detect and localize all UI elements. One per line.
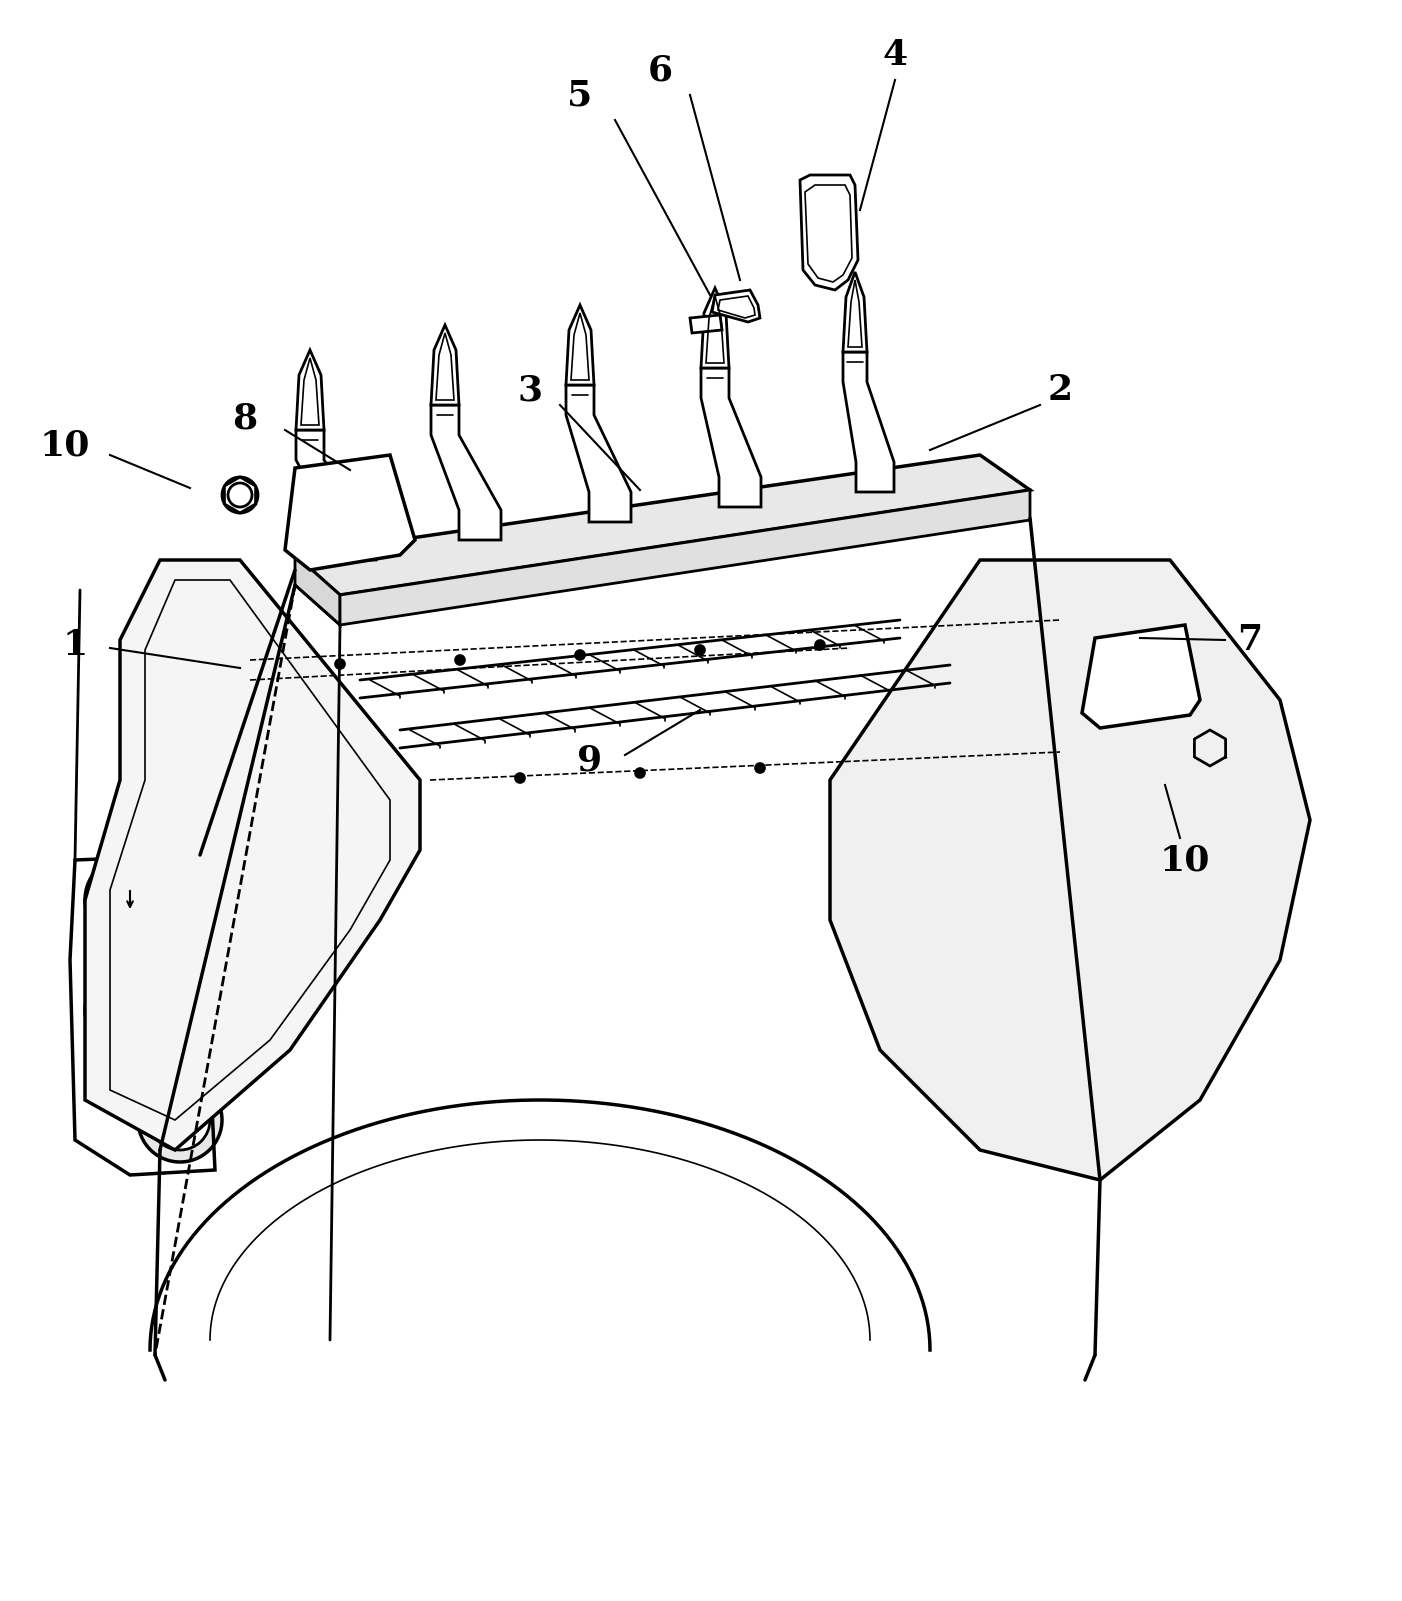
Circle shape [86, 855, 175, 945]
Polygon shape [801, 175, 858, 290]
Text: 7: 7 [1238, 623, 1263, 656]
Circle shape [335, 660, 345, 669]
Polygon shape [296, 351, 324, 431]
Polygon shape [843, 352, 894, 492]
Text: 10: 10 [1159, 844, 1210, 877]
Circle shape [121, 890, 140, 909]
Text: 8: 8 [233, 400, 258, 435]
Text: 4: 4 [882, 38, 907, 72]
Polygon shape [843, 272, 866, 352]
Polygon shape [701, 368, 761, 508]
Polygon shape [566, 306, 594, 384]
Circle shape [172, 1113, 188, 1129]
Text: 1: 1 [62, 628, 87, 661]
Circle shape [995, 752, 1005, 764]
Polygon shape [285, 455, 415, 570]
Circle shape [86, 965, 175, 1055]
Text: 9: 9 [578, 743, 603, 776]
Circle shape [98, 978, 163, 1042]
Text: 6: 6 [648, 53, 673, 86]
Circle shape [875, 757, 885, 768]
Circle shape [125, 850, 165, 890]
Polygon shape [296, 431, 376, 560]
Circle shape [122, 1002, 137, 1018]
Text: 2: 2 [1047, 373, 1073, 407]
Circle shape [456, 655, 465, 664]
Polygon shape [430, 325, 458, 405]
Text: 3: 3 [517, 373, 543, 407]
Polygon shape [830, 560, 1309, 1180]
Polygon shape [701, 288, 729, 368]
Polygon shape [566, 384, 631, 522]
Polygon shape [1082, 624, 1200, 728]
Circle shape [756, 764, 765, 773]
Circle shape [132, 857, 158, 884]
Polygon shape [341, 490, 1030, 624]
Circle shape [635, 768, 645, 778]
Polygon shape [690, 315, 722, 333]
Polygon shape [712, 290, 760, 322]
Circle shape [137, 1077, 222, 1162]
Polygon shape [86, 560, 421, 1150]
Text: 10: 10 [39, 427, 90, 463]
Circle shape [575, 650, 585, 660]
Circle shape [150, 1090, 210, 1150]
Circle shape [815, 640, 824, 650]
Circle shape [515, 773, 524, 783]
Polygon shape [294, 455, 1030, 596]
Polygon shape [430, 405, 501, 540]
Circle shape [695, 645, 705, 655]
Polygon shape [294, 556, 341, 624]
Circle shape [98, 868, 163, 932]
Text: 5: 5 [568, 78, 593, 112]
